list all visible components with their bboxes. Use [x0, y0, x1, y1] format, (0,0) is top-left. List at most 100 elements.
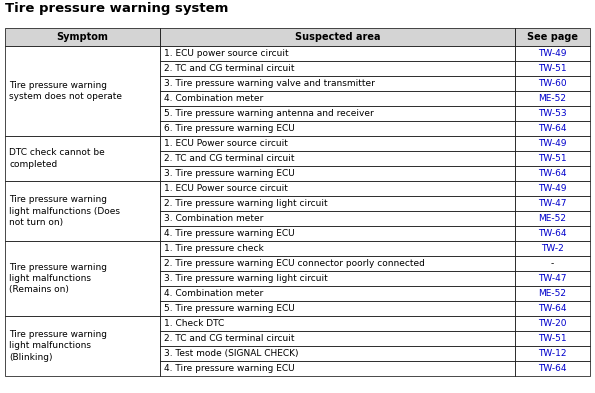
Bar [160, 61, 515, 76]
Bar [160, 331, 515, 346]
Text: TW-47: TW-47 [538, 274, 567, 283]
Bar [160, 196, 515, 211]
Bar [515, 46, 590, 61]
Text: 3. Tire pressure warning ECU: 3. Tire pressure warning ECU [164, 169, 295, 178]
Text: 4. Combination meter: 4. Combination meter [164, 94, 263, 103]
Bar [160, 301, 515, 316]
Bar [515, 76, 590, 91]
Bar [5, 28, 160, 46]
Text: ME-52: ME-52 [538, 94, 566, 103]
Bar [160, 211, 515, 226]
Bar [160, 28, 515, 46]
Bar [5, 181, 160, 241]
Text: 3. Tire pressure warning valve and transmitter: 3. Tire pressure warning valve and trans… [164, 79, 375, 88]
Text: TW-2: TW-2 [541, 244, 564, 253]
Text: TW-51: TW-51 [538, 334, 567, 343]
Text: 2. TC and CG terminal circuit: 2. TC and CG terminal circuit [164, 154, 295, 163]
Bar [160, 76, 515, 91]
Bar [515, 28, 590, 46]
Bar [160, 241, 515, 256]
Text: Tire pressure warning
light malfunctions (Does
not turn on): Tire pressure warning light malfunctions… [9, 195, 120, 227]
Bar [515, 346, 590, 361]
Text: TW-64: TW-64 [538, 229, 567, 238]
Text: 3. Tire pressure warning light circuit: 3. Tire pressure warning light circuit [164, 274, 328, 283]
Text: TW-64: TW-64 [538, 364, 567, 373]
Bar [515, 226, 590, 241]
Text: 2. TC and CG terminal circuit: 2. TC and CG terminal circuit [164, 334, 295, 343]
Bar [160, 256, 515, 271]
Bar [160, 181, 515, 196]
Bar [160, 166, 515, 181]
Text: Symptom: Symptom [57, 32, 108, 42]
Text: 3. Test mode (SIGNAL CHECK): 3. Test mode (SIGNAL CHECK) [164, 349, 299, 358]
Text: ME-52: ME-52 [538, 289, 566, 298]
Text: TW-49: TW-49 [538, 139, 567, 148]
Text: 5. Tire pressure warning antenna and receiver: 5. Tire pressure warning antenna and rec… [164, 109, 374, 118]
Text: 4. Tire pressure warning ECU: 4. Tire pressure warning ECU [164, 364, 295, 373]
Bar [515, 61, 590, 76]
Text: TW-12: TW-12 [538, 349, 567, 358]
Bar [515, 241, 590, 256]
Text: Tire pressure warning
system does not operate: Tire pressure warning system does not op… [9, 81, 122, 101]
Bar [160, 346, 515, 361]
Bar [160, 271, 515, 286]
Text: -: - [551, 259, 554, 268]
Text: 4. Combination meter: 4. Combination meter [164, 289, 263, 298]
Bar [515, 136, 590, 151]
Bar [160, 151, 515, 166]
Bar [515, 361, 590, 376]
Bar [515, 331, 590, 346]
Bar [515, 196, 590, 211]
Bar [160, 226, 515, 241]
Text: 1. ECU Power source circuit: 1. ECU Power source circuit [164, 184, 288, 193]
Bar [515, 181, 590, 196]
Text: 4. Tire pressure warning ECU: 4. Tire pressure warning ECU [164, 229, 295, 238]
Bar [515, 316, 590, 331]
Text: TW-64: TW-64 [538, 169, 567, 178]
Text: 1. ECU power source circuit: 1. ECU power source circuit [164, 49, 289, 58]
Text: TW-47: TW-47 [538, 199, 567, 208]
Text: 3. Combination meter: 3. Combination meter [164, 214, 264, 223]
Text: 1. ECU Power source circuit: 1. ECU Power source circuit [164, 139, 288, 148]
Bar [515, 121, 590, 136]
Text: Tire pressure warning
light malfunctions
(Blinking): Tire pressure warning light malfunctions… [9, 331, 107, 362]
Bar [160, 121, 515, 136]
Bar [515, 106, 590, 121]
Bar [160, 361, 515, 376]
Text: TW-60: TW-60 [538, 79, 567, 88]
Text: 1. Check DTC: 1. Check DTC [164, 319, 224, 328]
Bar [515, 151, 590, 166]
Text: 2. Tire pressure warning ECU connector poorly connected: 2. Tire pressure warning ECU connector p… [164, 259, 425, 268]
Text: TW-20: TW-20 [538, 319, 567, 328]
Bar [5, 316, 160, 376]
Text: TW-53: TW-53 [538, 109, 567, 118]
Bar [160, 286, 515, 301]
Text: Tire pressure warning
light malfunctions
(Remains on): Tire pressure warning light malfunctions… [9, 263, 107, 294]
Text: Suspected area: Suspected area [295, 32, 380, 42]
Text: TW-49: TW-49 [538, 49, 567, 58]
Text: TW-51: TW-51 [538, 64, 567, 73]
Bar [5, 241, 160, 316]
Bar [5, 136, 160, 181]
Text: TW-64: TW-64 [538, 124, 567, 133]
Text: Tire pressure warning system: Tire pressure warning system [5, 2, 228, 15]
Bar [160, 136, 515, 151]
Bar [515, 271, 590, 286]
Bar [515, 166, 590, 181]
Text: ME-52: ME-52 [538, 214, 566, 223]
Bar [160, 91, 515, 106]
Text: 2. TC and CG terminal circuit: 2. TC and CG terminal circuit [164, 64, 295, 73]
Text: 5. Tire pressure warning ECU: 5. Tire pressure warning ECU [164, 304, 295, 313]
Bar [515, 211, 590, 226]
Bar [160, 106, 515, 121]
Bar [5, 46, 160, 136]
Text: DTC check cannot be
completed: DTC check cannot be completed [9, 149, 105, 169]
Text: TW-51: TW-51 [538, 154, 567, 163]
Bar [515, 256, 590, 271]
Text: TW-64: TW-64 [538, 304, 567, 313]
Bar [160, 316, 515, 331]
Text: 2. Tire pressure warning light circuit: 2. Tire pressure warning light circuit [164, 199, 328, 208]
Bar [515, 286, 590, 301]
Bar [515, 301, 590, 316]
Text: TW-49: TW-49 [538, 184, 567, 193]
